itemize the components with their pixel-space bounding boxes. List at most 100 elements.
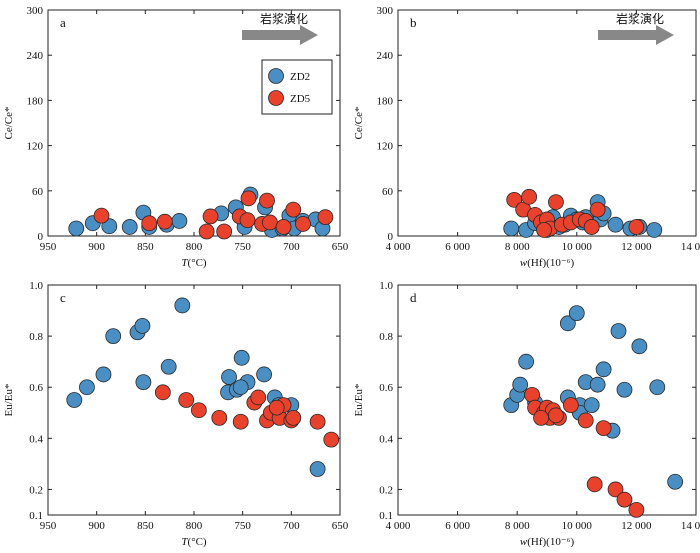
data-point-ZD5 [628,219,645,235]
data-point-ZD2 [171,213,188,229]
x-tick-label: 4 000 [386,241,411,253]
x-tick-label: 800 [186,520,203,532]
y-tick-label: 60 [32,186,44,198]
x-tick-label: 10 000 [562,241,593,253]
y-tick-label: 0.8 [379,331,393,343]
x-tick-label: 900 [88,520,105,532]
x-tick-label: 6 000 [445,241,470,253]
data-point-ZD2 [646,222,663,238]
data-point-ZD5 [295,216,311,232]
data-point-ZD5 [190,402,207,419]
data-point-ZD2 [68,220,85,237]
x-axis-symbol: w [520,257,528,269]
plot-frame [397,9,697,237]
data-point-ZD5 [93,207,110,224]
data-point-ZD2 [559,315,576,332]
y-tick-label: 0 [388,231,394,243]
data-point-ZD5 [548,194,564,211]
x-tick-label: 8 000 [505,520,530,532]
legend-box [261,59,333,115]
x-tick-label: 850 [137,241,154,253]
data-point-ZD2 [121,219,138,235]
data-point-ZD2 [595,361,612,378]
data-point-ZD2 [101,218,118,235]
data-point-ZD2 [232,379,249,396]
panel-label: b [410,15,417,30]
series-ZD2 [503,305,684,490]
x-tick-label: 14 000 [681,520,700,532]
x-axis-unit: (Hf)(10⁻⁶) [527,257,574,269]
x-tick-label: 700 [283,520,300,532]
x-tick-label: 8 000 [505,241,530,253]
y-tick-label: 1.0 [29,280,43,292]
y-tick-label: 0.2 [379,484,393,496]
x-tick-label: 10 000 [562,520,593,532]
y-tick-label: 0.1 [29,510,43,522]
x-axis-label: w(Hf)(10⁻⁶) [520,257,575,269]
x-axis-label: T(°C) [181,257,207,269]
panel-label: d [410,290,417,305]
y-tick-label: 0.6 [379,382,393,394]
data-point-ZD5 [285,409,302,426]
data-point-ZD5 [285,201,302,218]
data-point-ZD2 [79,379,95,396]
y-tick-label: 300 [377,5,394,17]
data-point-ZD2 [610,323,627,339]
evolution-arrow-icon [242,25,318,45]
data-point-ZD5 [216,223,233,240]
y-tick-label: 0.4 [379,433,393,445]
y-tick-label: 120 [27,141,44,153]
data-point-ZD2 [649,379,666,396]
panel-a: 950 900 850 800 750 700 650 0 60 120 180 240 300 a T(°… [3,5,349,269]
data-point-ZD5 [250,389,267,406]
data-point-ZD5 [577,412,594,429]
x-tick-label: 12 000 [621,241,652,253]
data-point-ZD2 [309,461,326,477]
panel-b: 4 000 6 000 8 000 10 000 12 000 14 000 0 60 120 1… [353,5,700,269]
data-point-ZD5 [156,213,173,230]
y-tick-label: 1.0 [379,280,393,292]
legend-label-ZD5: ZD5 [290,93,311,105]
x-tick-label: 850 [137,520,154,532]
x-tick-label: 750 [234,241,251,253]
data-point-ZD5 [317,209,334,226]
data-point-ZD5 [141,215,158,232]
panel-c: 950 900 850 800 750 700 650 0.1 0.2 0.4 0.6 0.8 1.0 c… [3,280,349,548]
data-point-ZD5 [533,409,549,426]
data-point-ZD5 [262,214,278,231]
legend: ZD2 ZD5 [261,59,333,115]
x-tick-label: 750 [234,520,251,532]
data-point-ZD2 [105,328,122,345]
panel-label: c [60,290,66,305]
x-tick-label: 700 [283,241,300,253]
data-point-ZD5 [198,223,215,240]
y-tick-label: 0.2 [29,484,43,496]
data-point-ZD2 [512,376,529,393]
x-axis-unit: (°C) [188,536,207,548]
x-axis-unit: (Hf)(10⁻⁶) [527,536,574,548]
series-ZD5 [154,384,340,448]
data-point-ZD2 [589,376,606,393]
panel-d: 4 000 6 000 8 000 10 000 12 000 14 000 0.1 0.2 0… [353,280,700,548]
x-tick-label: 800 [186,241,203,253]
y-tick-label: 180 [377,95,394,107]
y-tick-label: 240 [27,50,44,62]
panel-label: a [60,15,66,30]
data-point-ZD5 [595,420,612,437]
data-point-ZD5 [239,212,256,229]
evolution-arrow-icon [598,25,674,45]
data-point-ZD2 [66,392,83,408]
data-point-ZD5 [521,188,538,205]
data-point-ZD2 [256,366,272,383]
data-point-ZD5 [536,222,552,238]
series-ZD5 [93,190,334,240]
y-tick-label: 0 [38,231,44,243]
x-tick-label: 12 000 [621,520,652,532]
series-ZD2 [66,297,326,477]
x-tick-label: 14 000 [681,241,700,253]
legend-marker-ZD2 [268,68,284,84]
data-point-ZD2 [568,305,585,322]
data-point-ZD5 [275,219,292,235]
x-axis-unit: (°C) [188,257,207,269]
